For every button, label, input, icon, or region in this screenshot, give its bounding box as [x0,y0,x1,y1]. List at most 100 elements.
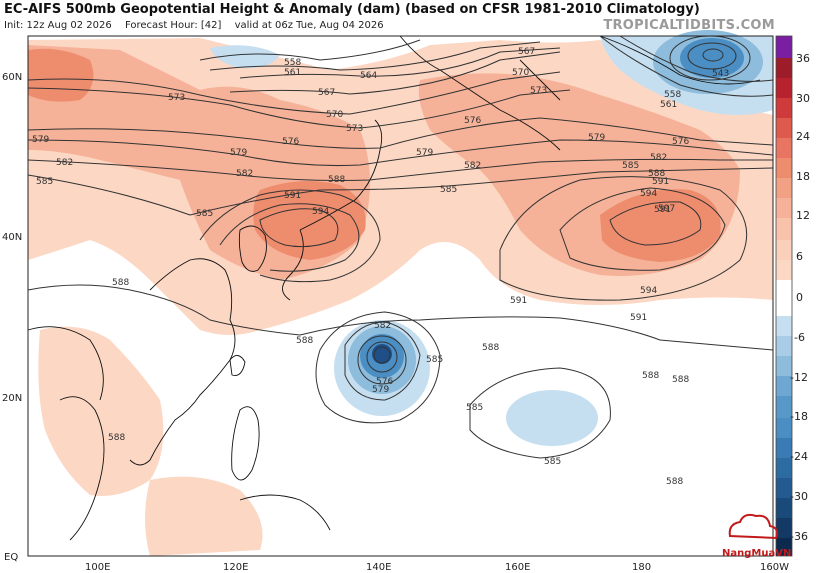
positive-anomaly-seasia [38,326,164,496]
contour-576-typhoon [366,341,398,373]
contour-label: 588 [666,477,683,487]
contour-label: 588 [112,278,129,288]
positive-anomaly-south [145,476,263,556]
colorbar-segment [776,218,792,240]
contour-label: 567 [518,47,535,57]
contour-label: 591 [284,191,301,201]
contour-label: 582 [374,321,391,331]
colorbar-segment [776,240,792,260]
colorbar-segment [776,158,792,178]
contour-561-west [209,41,541,71]
height-contours [27,35,774,459]
contour-label: 597 [658,204,675,214]
contour-561-north [599,35,774,97]
contour-570 [27,71,561,115]
contour-label: 570 [512,68,529,78]
contour-label: 585 [544,457,561,467]
new-guinea-coast [239,494,331,531]
contour-label: 558 [284,58,301,68]
valid-time: valid at 06z Tue, Aug 04 2026 [234,20,384,31]
colorbar-label: -18 [790,410,808,423]
negative-anomaly-north-inner [680,38,744,78]
contour-579-typhoon [357,335,407,385]
contour-label: 561 [284,68,301,78]
colorbar-label: -6 [794,331,805,344]
colorbar-segment [776,438,792,458]
contour-label: 567 [318,88,335,98]
lat-label-20n: 20N [2,393,22,404]
contour-label: 588 [296,336,313,346]
colorbar-segment [776,198,792,218]
contour-label: 594 [640,286,657,296]
init-time: Init: 12z Aug 02 2026 [4,20,112,31]
colorbar-segment [776,316,792,336]
page-title: EC-AIFS 500mb Geopotential Height & Anom… [4,2,700,17]
contour-588-south [27,284,774,351]
colorbar-segment [776,336,792,356]
contour-label: 585 [36,177,53,187]
contour-591-japan [219,203,360,272]
colorbar-label: -12 [790,371,808,384]
colorbar-label: 18 [796,170,810,183]
contour-label: 594 [640,189,657,199]
nangmuavn-logo: NangMuaVN [722,513,791,559]
colorbar: 36 30 24 18 12 6 0 -6 -12 -18 -24 -30 -3… [775,35,810,557]
cloud-icon [728,513,779,540]
negative-anomaly-pacific [506,390,598,446]
lon-label-160w: 160W [760,562,789,573]
contour-label: 591 [630,313,647,323]
contour-label: 585 [426,355,443,365]
contour-label: 573 [168,93,185,103]
longitude-labels: 100E 120E 140E 160E 180 160W [85,562,789,573]
contour-label: 591 [654,205,671,215]
philippines-coast [231,406,260,481]
lat-label-40n: 40N [2,232,22,243]
contour-label: 588 [648,169,665,179]
contour-label: 585 [466,403,483,413]
colorbar-frame [775,35,793,557]
negative-anomaly-north-west [210,45,280,69]
subtitle: Init: 12z Aug 02 2026 Forecast Hour: [42… [4,20,394,31]
contour-label: 588 [642,371,659,381]
contour-579 [27,139,774,167]
contour-543-north [702,48,724,62]
mainland-coast [27,326,104,401]
colorbar-segment [776,538,792,556]
contour-label: 585 [440,185,457,195]
contour-label: 588 [108,433,125,443]
colorbar-label: 6 [796,250,803,263]
watermark: TROPICALTIDBITS.COM [603,18,775,33]
colorbar-label: 12 [796,209,810,222]
anomaly-shading [28,30,773,556]
contour-597 [609,201,702,246]
colorbar-segment [776,78,792,98]
lon-label-180: 180 [632,562,651,573]
colorbar-segment [776,498,792,518]
lon-label-140e: 140E [366,562,391,573]
lon-label-120e: 120E [223,562,248,573]
colorbar-segment [776,376,792,396]
contour-label: 576 [672,137,689,147]
colorbar-label: 30 [796,92,810,105]
contour-label: 579 [372,385,389,395]
contour-label: 570 [326,110,343,120]
contour-label: 579 [416,148,433,158]
colorbar-segment [776,178,792,198]
contour-label: 579 [32,135,49,145]
contour-label: 573 [346,124,363,134]
contour-label: 582 [464,161,481,171]
colorbar-segment [776,36,792,58]
siberia-coast [399,35,561,151]
colorbar-label: 24 [796,130,810,143]
contour-label: 576 [376,377,393,387]
contour-label: 588 [482,343,499,353]
contour-582-typhoon [344,321,421,401]
contour-label: 588 [328,175,345,185]
colorbar-label: 0 [796,291,803,304]
contour-546-north [687,42,737,70]
contour-594-japan [259,208,339,248]
colorbar-segment [776,458,792,478]
colorbar-label: -24 [790,450,808,463]
colorbar-segment [776,418,792,438]
